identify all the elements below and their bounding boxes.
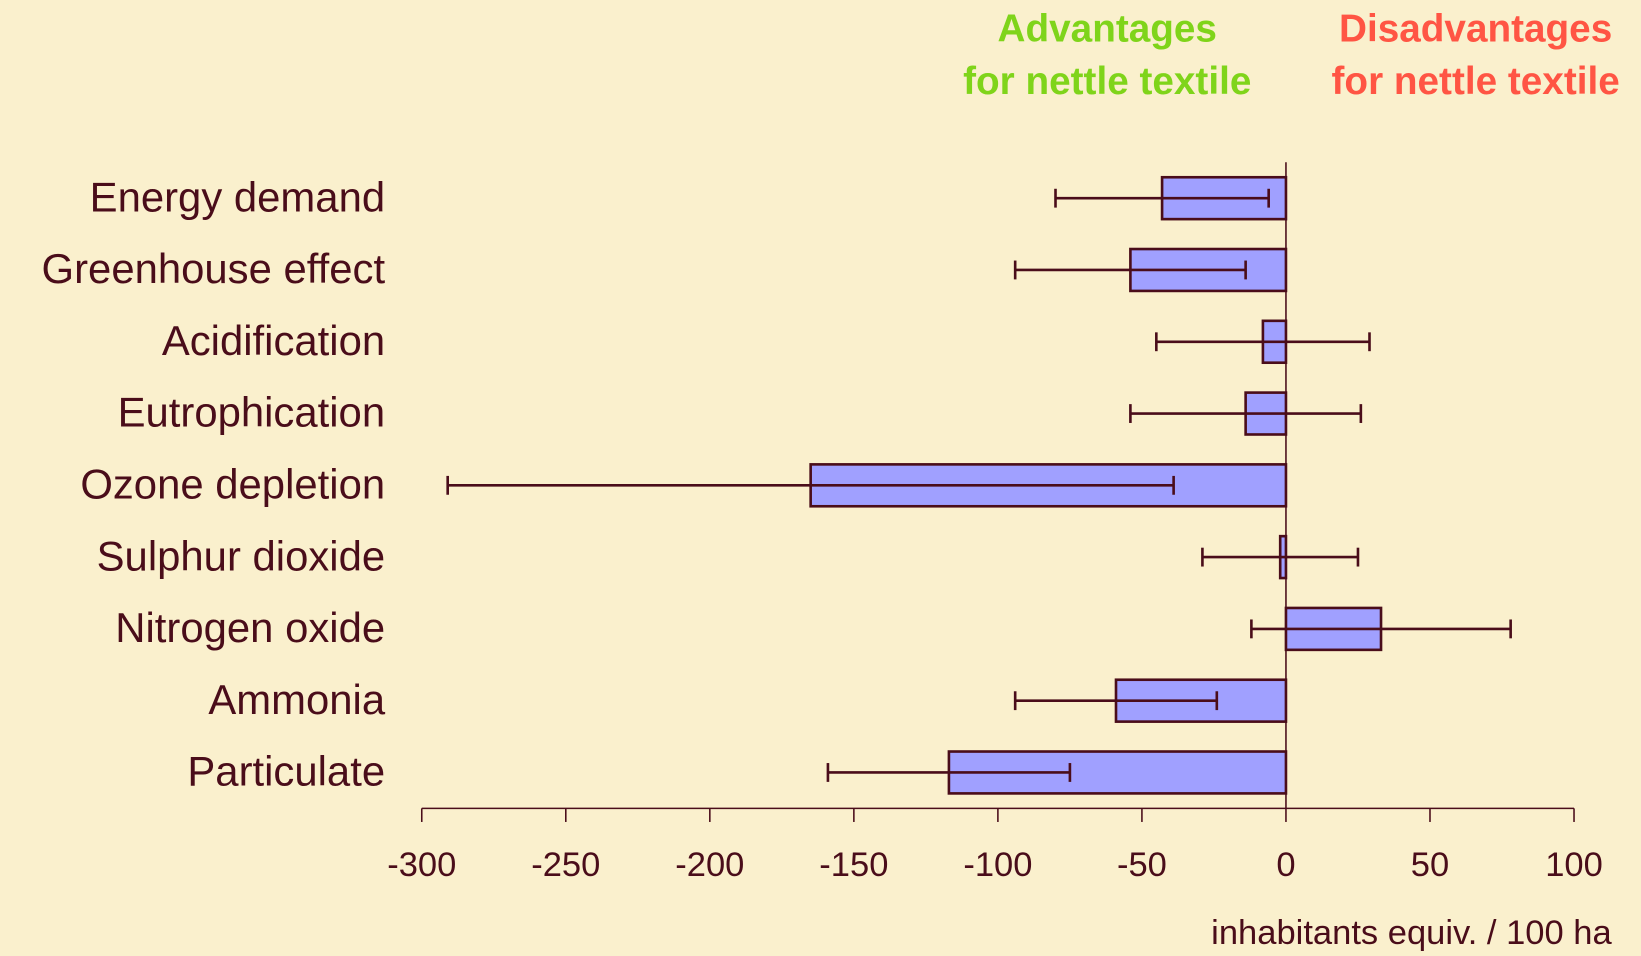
x-tick-label: 100 xyxy=(1545,846,1603,884)
annotation: for nettle textile xyxy=(1332,60,1620,103)
x-tick-label: -100 xyxy=(963,846,1032,884)
y-tick-label: Greenhouse effect xyxy=(42,245,386,292)
y-tick-label: Eutrophication xyxy=(118,389,386,436)
y-tick-label: Sulphur dioxide xyxy=(97,532,385,579)
x-tick-label: -300 xyxy=(387,846,456,884)
x-tick-label: -200 xyxy=(675,846,744,884)
x-axis-label: inhabitants equiv. / 100 ha xyxy=(1211,914,1612,952)
y-tick-label: Ammonia xyxy=(208,676,385,723)
x-tick-label: 50 xyxy=(1411,846,1449,884)
annotation: Advantages xyxy=(998,8,1217,51)
y-tick-label: Nitrogen oxide xyxy=(115,604,385,651)
annotation: for nettle textile xyxy=(963,60,1251,103)
x-tick-label: 0 xyxy=(1276,846,1295,884)
annotation: Disadvantages xyxy=(1339,8,1612,51)
y-tick-label: Energy demand xyxy=(90,173,385,220)
x-tick-label: -250 xyxy=(531,846,600,884)
y-tick-label: Ozone depletion xyxy=(80,460,385,507)
y-tick-label: Acidification xyxy=(162,317,385,364)
y-tick-label: Particulate xyxy=(187,748,385,795)
x-tick-label: -150 xyxy=(819,846,888,884)
x-tick-label: -50 xyxy=(1117,846,1167,884)
